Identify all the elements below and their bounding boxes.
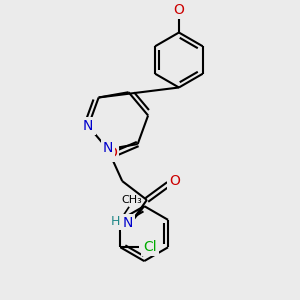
- Text: H: H: [110, 215, 120, 228]
- Text: O: O: [169, 174, 180, 188]
- Text: CH₃: CH₃: [121, 196, 142, 206]
- Text: N: N: [123, 216, 133, 230]
- Text: N: N: [103, 141, 113, 155]
- Text: O: O: [173, 3, 184, 17]
- Text: Cl: Cl: [143, 240, 157, 254]
- Text: O: O: [106, 146, 117, 160]
- Text: N: N: [83, 119, 94, 133]
